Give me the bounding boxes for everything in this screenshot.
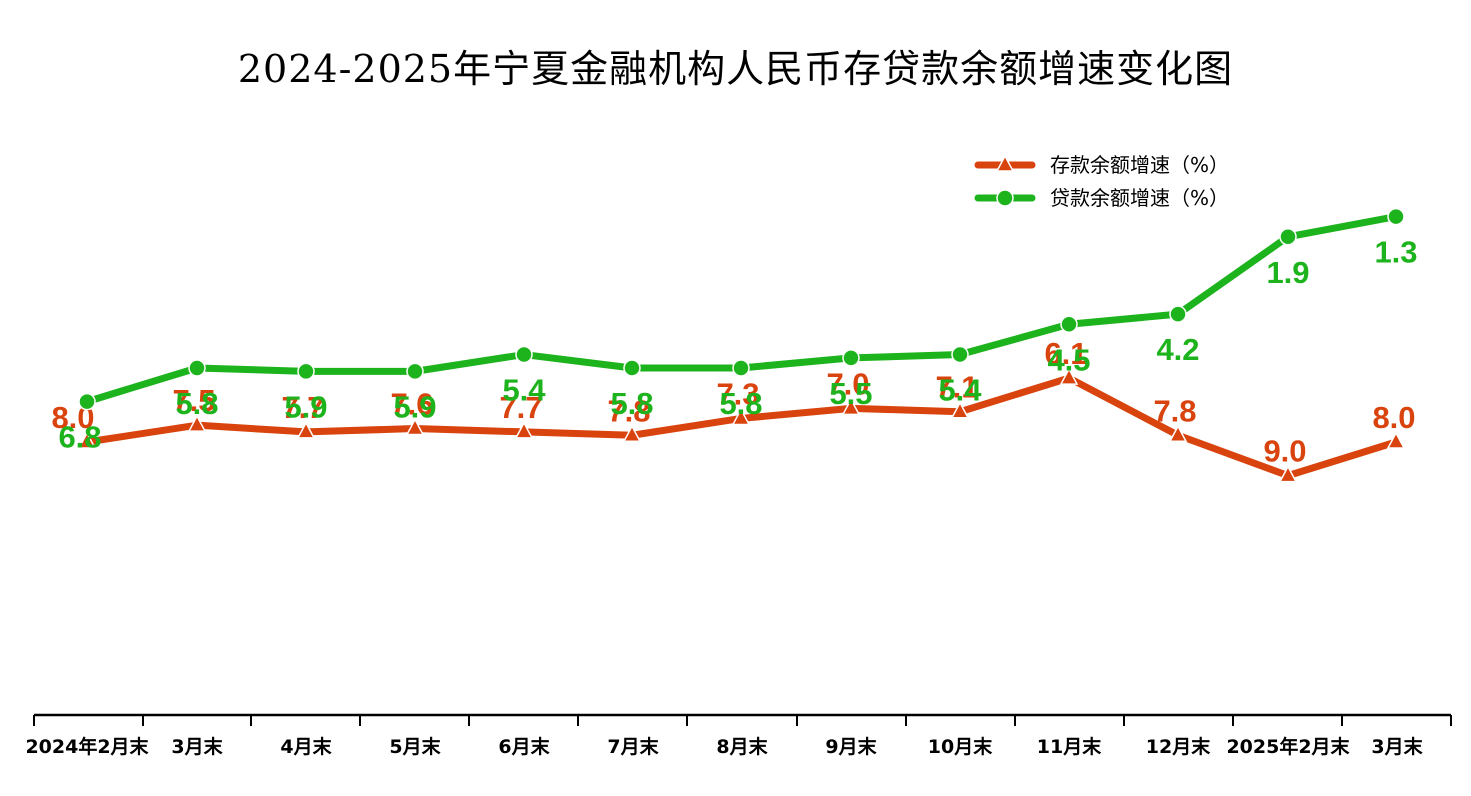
legend-label: 贷款余额增速（%） — [1050, 186, 1229, 210]
data-label: 9.0 — [1263, 434, 1306, 469]
data-point-circle — [297, 362, 315, 381]
data-point-circle — [406, 362, 424, 381]
data-point-triangle — [514, 421, 534, 439]
data-label: 4.2 — [1156, 332, 1199, 367]
legend-marker-circle — [996, 189, 1014, 207]
data-point-triangle — [405, 417, 425, 436]
data-label: 7.7 — [499, 390, 542, 425]
data-label: 5.5 — [829, 376, 872, 411]
legend-marker-triangle — [995, 154, 1015, 172]
data-label: 5.8 — [175, 386, 218, 421]
loan-series: 6.8 5.8 5.9 5.9 5.4 5.8 5.8 5.5 5.4 4.5 4.2 1.9 1.3 — [58, 207, 1418, 455]
legend-label: 存款余额增速（%） — [1050, 153, 1229, 177]
x-tick-label: 6月末 — [498, 735, 550, 758]
data-point-triangle — [950, 401, 970, 419]
data-point-triangle — [1168, 424, 1188, 443]
x-axis: 2024年2月末 3月末 4月末 5月末 6月末 7月末 8月末 9月末 10月末 11月末 12月… — [25, 713, 1452, 758]
data-label: 5.4 — [938, 373, 982, 408]
data-point-triangle — [187, 414, 207, 432]
data-point-triangle — [731, 407, 751, 426]
deposit-series: 8.0 7.5 7.7 7.6 7.7 7.8 7.3 7.0 7.16.17.89.08.0 — [51, 336, 1416, 483]
data-point-circle — [1169, 305, 1187, 323]
data-label: 7.7 — [281, 390, 324, 425]
data-label: 1.9 — [1266, 255, 1309, 290]
data-point-circle — [1279, 228, 1297, 246]
x-tick-label: 10月末 — [928, 735, 993, 758]
data-point-triangle — [77, 431, 97, 449]
data-label: 7.1 — [935, 370, 978, 405]
x-tick-label: 3月末 — [171, 735, 223, 758]
data-label: 5.9 — [284, 389, 327, 424]
data-point-circle — [78, 392, 96, 411]
data-label: 5.4 — [502, 373, 546, 408]
data-point-circle — [1387, 207, 1405, 226]
data-label: 5.9 — [393, 389, 436, 424]
x-tick-label: 3月末 — [1371, 735, 1423, 758]
legend-item: 贷款余额增速（%） — [974, 186, 1229, 210]
x-tick-label: 9月末 — [825, 735, 877, 758]
x-tick-label: 5月末 — [389, 735, 441, 758]
data-label: 5.8 — [610, 386, 653, 421]
data-label: 4.5 — [1047, 342, 1090, 377]
data-point-circle — [842, 349, 860, 367]
data-point-circle — [1060, 315, 1078, 334]
data-point-circle — [732, 359, 750, 377]
data-label: 7.8 — [1153, 393, 1196, 428]
data-point-circle — [515, 345, 533, 364]
legend-item: 存款余额增速（%） — [974, 153, 1229, 177]
data-point-triangle — [622, 424, 642, 443]
x-tick-label: 11月末 — [1037, 735, 1102, 758]
x-tick-label: 4月末 — [280, 735, 332, 758]
data-point-triangle — [1386, 431, 1406, 449]
data-label: 7.6 — [390, 387, 433, 422]
data-label: 7.5 — [172, 383, 215, 418]
data-point-triangle — [1278, 465, 1298, 483]
x-tick-label: 2024年2月末 — [25, 735, 149, 758]
x-tick-label: 2025年2月末 — [1226, 735, 1350, 758]
x-tick-label: 7月末 — [607, 735, 659, 758]
data-label: 6.1 — [1044, 336, 1087, 371]
data-point-triangle — [1059, 367, 1079, 385]
data-point-circle — [188, 359, 206, 377]
series-layer: 8.0 7.5 7.7 7.6 7.7 7.8 7.3 7.0 7.16.17.89.08.06… — [51, 207, 1418, 483]
x-tick-label: 12月末 — [1146, 735, 1211, 758]
data-point-circle — [951, 345, 969, 364]
data-label: 8.0 — [1372, 400, 1415, 435]
legend: 存款余额增速（%） 贷款余额增速（%） — [974, 153, 1229, 210]
data-label: 7.0 — [826, 366, 869, 401]
data-label: 7.8 — [607, 393, 650, 428]
data-point-circle — [623, 359, 641, 377]
x-tick-label: 8月末 — [716, 735, 768, 758]
data-label: 1.3 — [1374, 235, 1417, 270]
data-label: 6.8 — [58, 420, 101, 455]
data-label: 5.8 — [719, 386, 762, 421]
data-point-triangle — [841, 397, 861, 416]
chart-title: 2024-2025年宁夏金融机构人民币存贷款余额增速变化图 — [237, 47, 1234, 91]
data-label: 7.3 — [716, 376, 759, 411]
data-point-triangle — [296, 421, 316, 439]
